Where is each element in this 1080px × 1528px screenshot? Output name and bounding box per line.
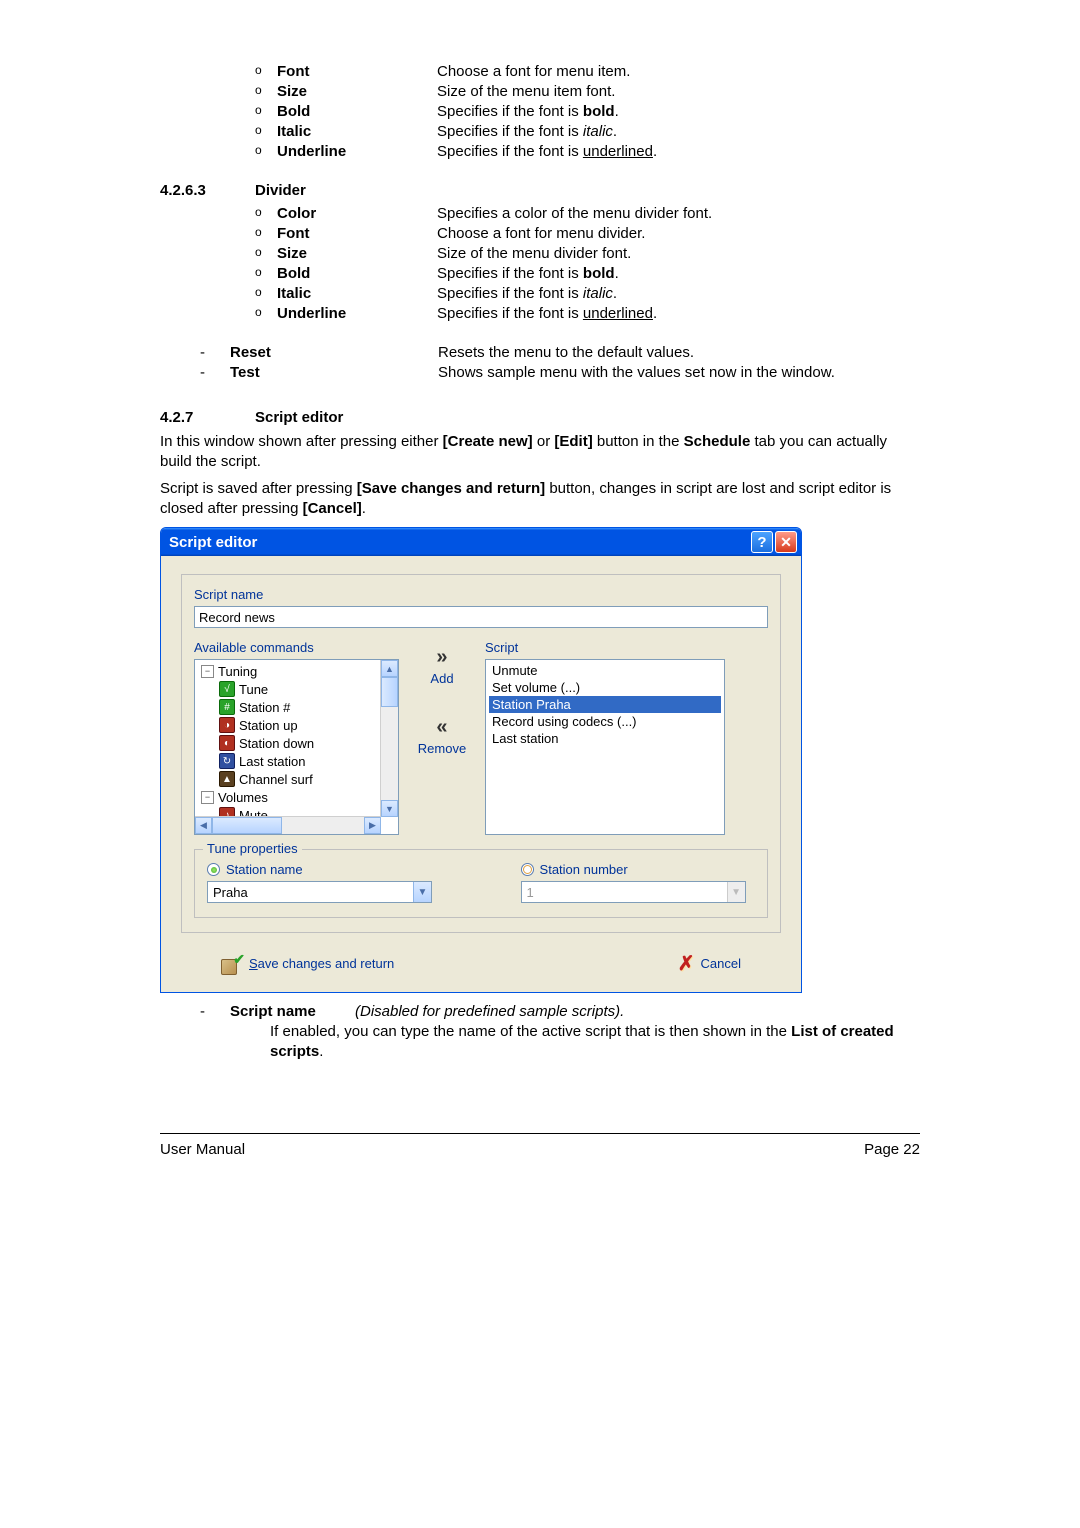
- add-button[interactable]: » Add: [430, 646, 453, 686]
- script-name-note: (Disabled for predefined sample scripts)…: [355, 1003, 624, 1020]
- available-commands-label: Available commands: [194, 640, 399, 655]
- term: Font: [277, 63, 437, 80]
- save-icon: [221, 953, 243, 975]
- window-title: Script editor: [169, 534, 257, 551]
- cancel-button[interactable]: ✗ Cancel: [678, 951, 741, 976]
- scroll-down-icon[interactable]: ▼: [381, 800, 398, 817]
- footer-right: Page 22: [864, 1141, 920, 1158]
- paragraph: In this window shown after pressing eith…: [160, 432, 920, 473]
- script-editor-dialog: Script editor ? ✕ Script name Available …: [160, 527, 802, 993]
- cancel-icon: ✗: [678, 951, 695, 976]
- test-item: Test: [230, 364, 438, 381]
- tree-item[interactable]: #Station #: [219, 698, 398, 716]
- reset-item: Reset: [230, 344, 438, 361]
- term: Underline: [277, 143, 437, 160]
- script-label: Script: [485, 640, 725, 655]
- radio-icon: [207, 863, 220, 876]
- script-name-term: Script name: [230, 1003, 355, 1020]
- station-number-radio[interactable]: Station number: [521, 862, 755, 877]
- tree-item[interactable]: √Tune: [219, 680, 398, 698]
- commands-tree[interactable]: −Tuning √Tune #Station # ◑Station up ◐St…: [194, 659, 399, 835]
- list-item[interactable]: Record using codecs (...): [489, 713, 721, 730]
- list-item[interactable]: Set volume (...): [489, 679, 721, 696]
- chevron-down-icon: ▼: [727, 882, 745, 902]
- station-down-icon: ◐: [219, 735, 235, 751]
- radio-icon: [521, 863, 534, 876]
- section-title: Script editor: [255, 409, 343, 426]
- list-item[interactable]: Unmute: [489, 662, 721, 679]
- chevron-right-icon: »: [436, 646, 447, 669]
- mute-icon: ♪: [219, 807, 235, 816]
- tree-item[interactable]: ◑Station up: [219, 716, 398, 734]
- scroll-right-icon[interactable]: ▶: [364, 817, 381, 834]
- collapse-icon[interactable]: −: [201, 665, 214, 678]
- term: Bold: [277, 103, 437, 120]
- section-number: 4.2.6.3: [160, 182, 255, 199]
- vertical-scrollbar[interactable]: ▲ ▼: [380, 660, 398, 817]
- term: Size: [277, 83, 437, 100]
- script-name-input[interactable]: [194, 606, 768, 628]
- divider-props: oColorSpecifies a color of the menu divi…: [255, 205, 920, 322]
- script-list[interactable]: Unmute Set volume (...) Station Praha Re…: [485, 659, 725, 835]
- tree-item[interactable]: ▲Channel surf: [219, 770, 398, 788]
- tree-item[interactable]: ↻Last station: [219, 752, 398, 770]
- tune-properties-legend: Tune properties: [203, 841, 302, 856]
- channel-surf-icon: ▲: [219, 771, 235, 787]
- script-name-label: Script name: [194, 587, 768, 602]
- list-item-selected[interactable]: Station Praha: [489, 696, 721, 713]
- paragraph: Script is saved after pressing [Save cha…: [160, 479, 920, 520]
- footer-left: User Manual: [160, 1141, 245, 1158]
- chevron-left-icon: «: [436, 716, 447, 739]
- collapse-icon[interactable]: −: [201, 791, 214, 804]
- script-name-desc: If enabled, you can type the name of the…: [270, 1022, 920, 1063]
- station-number-combo: 1 ▼: [521, 881, 746, 903]
- help-button[interactable]: ?: [751, 531, 773, 553]
- menu-item-props: oFontChoose a font for menu item. oSizeS…: [255, 63, 920, 160]
- station-name-combo[interactable]: Praha ▼: [207, 881, 432, 903]
- chevron-down-icon[interactable]: ▼: [413, 882, 431, 902]
- tune-icon: √: [219, 681, 235, 697]
- list-item[interactable]: Last station: [489, 730, 721, 747]
- horizontal-scrollbar[interactable]: ◀ ▶: [195, 816, 381, 834]
- scroll-left-icon[interactable]: ◀: [195, 817, 212, 834]
- last-station-icon: ↻: [219, 753, 235, 769]
- save-button[interactable]: Save changes and return: [221, 951, 394, 976]
- station-name-radio[interactable]: Station name: [207, 862, 481, 877]
- station-num-icon: #: [219, 699, 235, 715]
- title-bar[interactable]: Script editor ? ✕: [161, 528, 801, 556]
- scroll-thumb[interactable]: [381, 677, 398, 707]
- close-button[interactable]: ✕: [775, 531, 797, 553]
- scroll-up-icon[interactable]: ▲: [381, 660, 398, 677]
- section-title: Divider: [255, 182, 306, 199]
- section-number: 4.2.7: [160, 409, 255, 426]
- tree-item[interactable]: ◐Station down: [219, 734, 398, 752]
- remove-button[interactable]: « Remove: [418, 716, 466, 756]
- station-up-icon: ◑: [219, 717, 235, 733]
- scroll-thumb[interactable]: [212, 817, 282, 834]
- tree-item[interactable]: ♪Mute: [219, 806, 398, 816]
- term: Italic: [277, 123, 437, 140]
